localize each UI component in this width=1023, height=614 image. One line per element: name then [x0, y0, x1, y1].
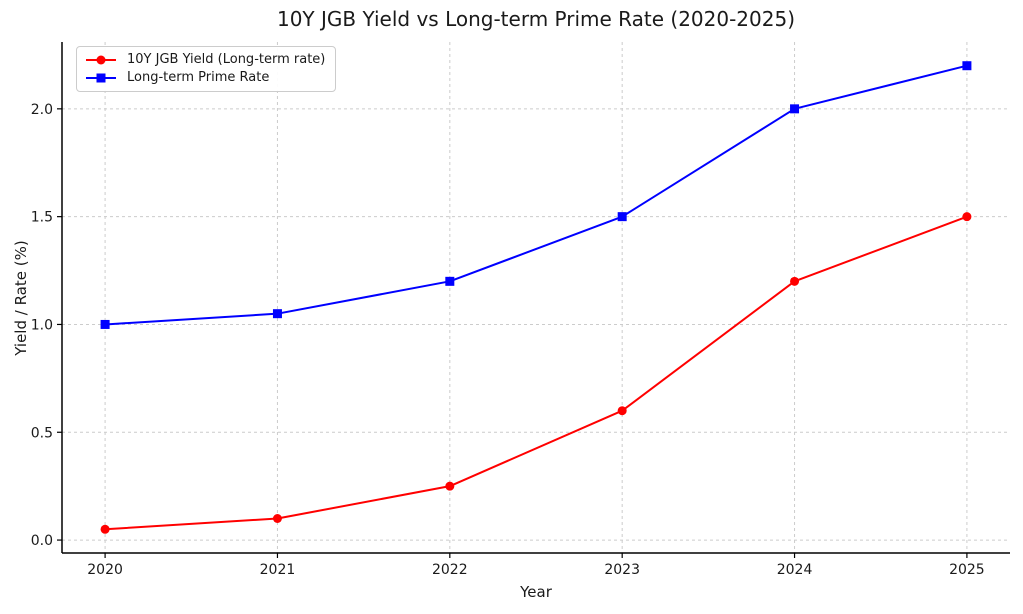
chart-title: 10Y JGB Yield vs Long-term Prime Rate (2… — [276, 7, 796, 31]
y-tick-label: 0.5 — [31, 425, 53, 441]
x-tick-label: 2023 — [604, 562, 640, 578]
x-axis-label: Year — [520, 583, 552, 601]
x-tick-label: 2020 — [87, 562, 123, 578]
legend-item-jgb-yield: 10Y JGB Yield (Long-term rate) — [84, 52, 325, 67]
data-point-marker — [790, 104, 800, 114]
legend: 10Y JGB Yield (Long-term rate) Long-term… — [76, 46, 337, 92]
y-tick-label: 1.0 — [31, 317, 53, 333]
y-tick-label: 2.0 — [31, 102, 53, 118]
series-line-jgb-yield — [104, 215, 968, 531]
data-point-marker — [962, 61, 972, 71]
data-point-marker — [617, 406, 627, 416]
red-line-circle-marker-icon — [86, 55, 116, 64]
legend-label: Long-term Prime Rate — [127, 70, 270, 85]
data-point-marker — [790, 276, 800, 286]
data-point-marker — [100, 524, 110, 534]
series-line-prime-rate — [104, 64, 968, 326]
data-point-marker — [272, 309, 282, 319]
x-tick-label: 2022 — [432, 562, 468, 578]
data-point-marker — [962, 212, 972, 222]
data-point-marker — [445, 276, 455, 286]
blue-line-square-marker-icon — [86, 73, 116, 82]
legend-square-marker — [96, 73, 106, 82]
x-tick-label: 2024 — [777, 562, 813, 578]
legend-circle-marker — [96, 55, 106, 64]
data-point-marker — [100, 319, 110, 329]
y-tick-label: 0.0 — [31, 533, 53, 549]
x-tick-label: 2025 — [949, 562, 985, 578]
y-axis-label: Yield / Rate (%) — [12, 240, 30, 356]
data-point-marker — [617, 212, 627, 222]
data-point-marker — [445, 481, 455, 491]
legend-item-prime-rate: Long-term Prime Rate — [84, 70, 325, 85]
data-point-marker — [272, 514, 282, 524]
y-tick-label: 1.5 — [31, 210, 53, 226]
x-tick-label: 2021 — [260, 562, 296, 578]
legend-label: 10Y JGB Yield (Long-term rate) — [127, 52, 326, 67]
